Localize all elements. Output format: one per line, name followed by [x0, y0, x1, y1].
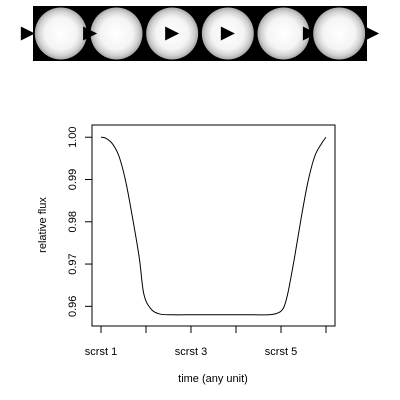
x-axis: scrst 1 scrst 3 scrst 5: [85, 326, 327, 358]
star-disk: [313, 7, 366, 60]
flux-curve: [100, 136, 327, 316]
y-axis: 1.00 0.99 0.98 0.97 0.96: [67, 127, 92, 317]
y-tick-label: 0.96: [67, 296, 79, 317]
x-axis-title: time (any unit): [178, 373, 248, 385]
star-disk: [257, 7, 310, 60]
planet-marker: [365, 26, 380, 41]
y-tick-label: 0.97: [67, 253, 79, 274]
star-disk: [90, 7, 143, 60]
light-curve-chart: scrst 1 scrst 3 scrst 5 1.00 0.99 0.98 0.97 0.…: [37, 124, 336, 385]
series-group: [100, 136, 327, 316]
x-tick-label: scrst 3: [175, 346, 207, 358]
plot-frame: [91, 124, 336, 327]
y-axis-title: relative flux: [37, 197, 49, 253]
y-tick-label: 0.98: [67, 211, 79, 232]
x-tick-label: scrst 5: [265, 346, 297, 358]
planet-marker: [83, 26, 98, 41]
y-tick-label: 1.00: [67, 127, 79, 148]
planet-marker: [165, 26, 180, 41]
star-disk: [34, 7, 87, 60]
planet-marker: [220, 26, 235, 41]
y-tick-label: 0.99: [67, 169, 79, 190]
transit-strip: [20, 6, 380, 61]
planet-marker: [302, 26, 317, 41]
x-tick-label: scrst 1: [85, 346, 117, 358]
planet-marker: [20, 26, 35, 41]
